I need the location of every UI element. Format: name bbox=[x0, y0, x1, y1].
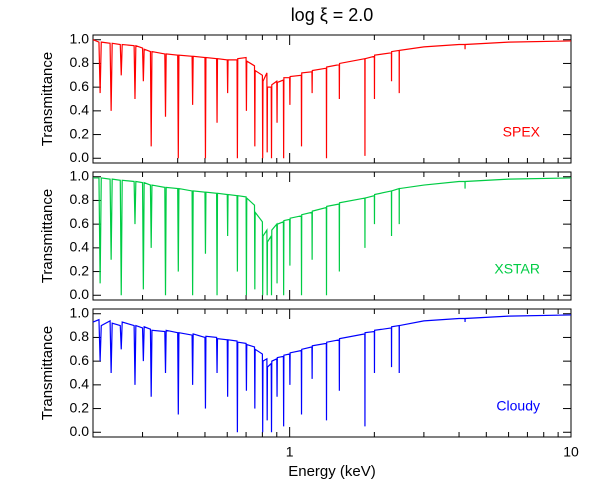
y-tick-label: 1.0 bbox=[70, 304, 90, 320]
y-tick-label: 1.0 bbox=[70, 30, 90, 46]
plot-frame bbox=[92, 171, 572, 301]
y-tick-label: 0.0 bbox=[70, 149, 90, 165]
x-axis-label: Energy (keV) bbox=[288, 463, 376, 480]
plot-frame bbox=[92, 308, 572, 438]
y-tick-label: 0.2 bbox=[70, 262, 90, 278]
y-tick-label: 0.0 bbox=[70, 423, 90, 439]
y-tick-label: 0.8 bbox=[70, 191, 90, 207]
spectrum-line bbox=[92, 39, 572, 159]
y-tick-label: 0.8 bbox=[70, 54, 90, 70]
y-tick-label: 0.0 bbox=[70, 286, 90, 302]
y-axis-label: Transmittance bbox=[39, 189, 56, 283]
plot-frame bbox=[92, 34, 572, 164]
series-label: SPEX bbox=[503, 124, 541, 140]
y-tick-label: 0.4 bbox=[70, 376, 90, 392]
y-axis-label: Transmittance bbox=[39, 326, 56, 420]
y-tick-label: 0.2 bbox=[70, 125, 90, 141]
y-axis-label: Transmittance bbox=[39, 52, 56, 146]
y-tick-label: 0.4 bbox=[70, 102, 90, 118]
y-tick-label: 0.2 bbox=[70, 399, 90, 415]
y-tick-label: 0.4 bbox=[70, 239, 90, 255]
y-tick-label: 1.0 bbox=[70, 167, 90, 183]
x-tick-label: 1 bbox=[286, 444, 294, 460]
chart-title: log ξ = 2.0 bbox=[291, 5, 374, 25]
series-label: Cloudy bbox=[496, 398, 540, 414]
x-tick-label: 10 bbox=[563, 444, 579, 460]
y-tick-label: 0.8 bbox=[70, 328, 90, 344]
y-tick-label: 0.6 bbox=[70, 78, 90, 94]
y-tick-label: 0.6 bbox=[70, 352, 90, 368]
spectrum-line bbox=[93, 177, 572, 296]
spectrum-line bbox=[92, 314, 572, 433]
series-label: XSTAR bbox=[494, 261, 540, 277]
y-tick-label: 0.6 bbox=[70, 215, 90, 231]
